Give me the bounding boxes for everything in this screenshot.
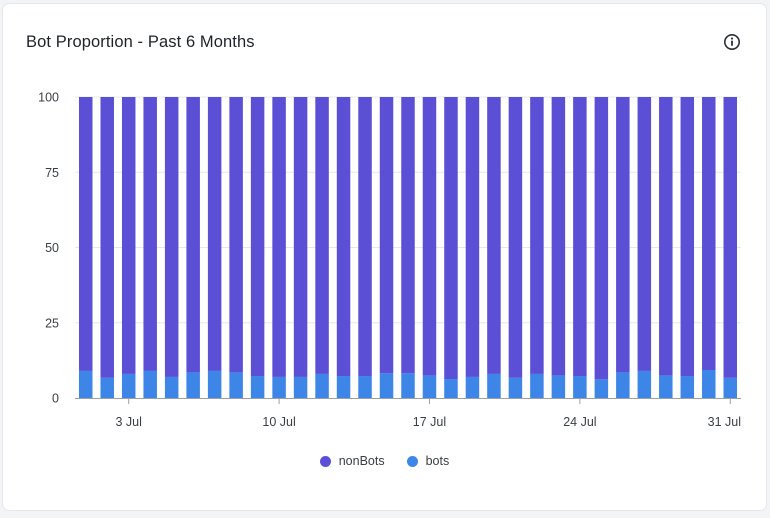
bar-bots[interactable] <box>616 372 630 398</box>
bar-bots[interactable] <box>272 376 286 398</box>
bar-bots[interactable] <box>723 377 738 398</box>
x-tick-label: 17 Jul <box>413 415 446 429</box>
bar-nonbots[interactable] <box>229 97 243 373</box>
bar-bots[interactable] <box>573 376 587 398</box>
bar-bots[interactable] <box>422 375 437 398</box>
bar-bots[interactable] <box>465 376 480 398</box>
bar-bots[interactable] <box>121 373 136 398</box>
card-title: Bot Proportion - Past 6 Months <box>26 33 255 51</box>
bar-bots[interactable] <box>250 376 265 398</box>
legend-label-nonbots: nonBots <box>338 454 385 468</box>
bar-nonbots[interactable] <box>530 97 544 374</box>
bar-bots[interactable] <box>207 370 222 398</box>
bar-nonbots[interactable] <box>680 97 695 377</box>
bar-nonbots[interactable] <box>659 97 673 376</box>
legend-item-nonbots[interactable]: nonBots <box>319 454 385 468</box>
bar-nonbots[interactable] <box>487 97 501 374</box>
bar-bots[interactable] <box>164 376 179 398</box>
bar-nonbots[interactable] <box>573 97 587 377</box>
bar-nonbots[interactable] <box>272 97 286 377</box>
bar-bots[interactable] <box>508 377 523 398</box>
x-tick-label: 31 Jul <box>708 415 741 429</box>
bar-bots[interactable] <box>594 379 609 398</box>
bar-nonbots[interactable] <box>336 97 351 377</box>
y-tick-label: 0 <box>52 392 59 406</box>
bar-bots[interactable] <box>551 375 566 398</box>
bar-chart: 0 25 50 75 100 3 Jul 10 Jul 17 Jul 24 Jul 31 Jul <box>38 91 741 429</box>
bar-nonbots[interactable] <box>78 97 93 371</box>
bar-bots[interactable] <box>487 373 501 398</box>
bar-nonbots[interactable] <box>100 97 114 378</box>
x-tick-label: 3 Jul <box>116 415 142 429</box>
bar-bots[interactable] <box>186 372 200 398</box>
chart-card: Bot Proportion - Past 6 Months 0 25 50 75 10… <box>3 4 766 510</box>
bar-nonbots[interactable] <box>551 97 566 376</box>
bar-bots[interactable] <box>293 376 308 398</box>
y-tick-label: 100 <box>38 91 59 105</box>
bar-nonbots[interactable] <box>616 97 630 373</box>
bar-bots[interactable] <box>401 373 415 398</box>
bar-nonbots[interactable] <box>315 97 329 374</box>
legend-label-bots: bots <box>425 454 450 468</box>
bar-nonbots[interactable] <box>250 97 265 377</box>
info-icon <box>724 34 740 50</box>
bar-bots[interactable] <box>229 372 243 398</box>
y-tick-label: 75 <box>45 166 59 180</box>
bar-nonbots[interactable] <box>379 97 394 374</box>
legend-swatch-bots <box>406 455 418 467</box>
x-tick-label: 24 Jul <box>563 415 596 429</box>
bar-bots[interactable] <box>530 373 544 398</box>
bar-bots[interactable] <box>444 379 458 398</box>
legend-swatch-nonbots <box>319 455 331 467</box>
bar-nonbots[interactable] <box>143 97 157 371</box>
chart-legend: nonBots bots <box>3 454 766 468</box>
bar-nonbots[interactable] <box>186 97 200 373</box>
bar-bots[interactable] <box>143 370 157 398</box>
bar-bots[interactable] <box>358 376 372 398</box>
bar-nonbots[interactable] <box>637 97 652 371</box>
bar-bots[interactable] <box>336 376 351 398</box>
bar-bots[interactable] <box>659 375 673 398</box>
bar-nonbots[interactable] <box>358 97 372 377</box>
bar-nonbots[interactable] <box>401 97 415 374</box>
bar-bots[interactable] <box>315 373 329 398</box>
bar-nonbots[interactable] <box>723 97 738 378</box>
x-tick-label: 10 Jul <box>262 415 295 429</box>
bar-bots[interactable] <box>702 370 716 398</box>
bar-nonbots[interactable] <box>594 97 609 380</box>
bar-bots[interactable] <box>78 370 93 398</box>
bar-nonbots[interactable] <box>444 97 458 380</box>
y-tick-label: 50 <box>45 241 59 255</box>
bar-nonbots[interactable] <box>508 97 523 378</box>
bar-nonbots[interactable] <box>465 97 480 377</box>
bar-nonbots[interactable] <box>422 97 437 376</box>
bar-nonbots[interactable] <box>293 97 308 377</box>
bar-bots[interactable] <box>100 377 114 398</box>
bar-bots[interactable] <box>680 376 695 398</box>
y-tick-label: 25 <box>45 316 59 330</box>
info-button[interactable] <box>723 33 741 51</box>
legend-item-bots[interactable]: bots <box>406 454 450 468</box>
bar-bots[interactable] <box>637 370 652 398</box>
bar-bots[interactable] <box>379 373 394 398</box>
bar-nonbots[interactable] <box>164 97 179 377</box>
bar-nonbots[interactable] <box>207 97 222 371</box>
bar-nonbots[interactable] <box>121 97 136 374</box>
bar-nonbots[interactable] <box>702 97 716 371</box>
